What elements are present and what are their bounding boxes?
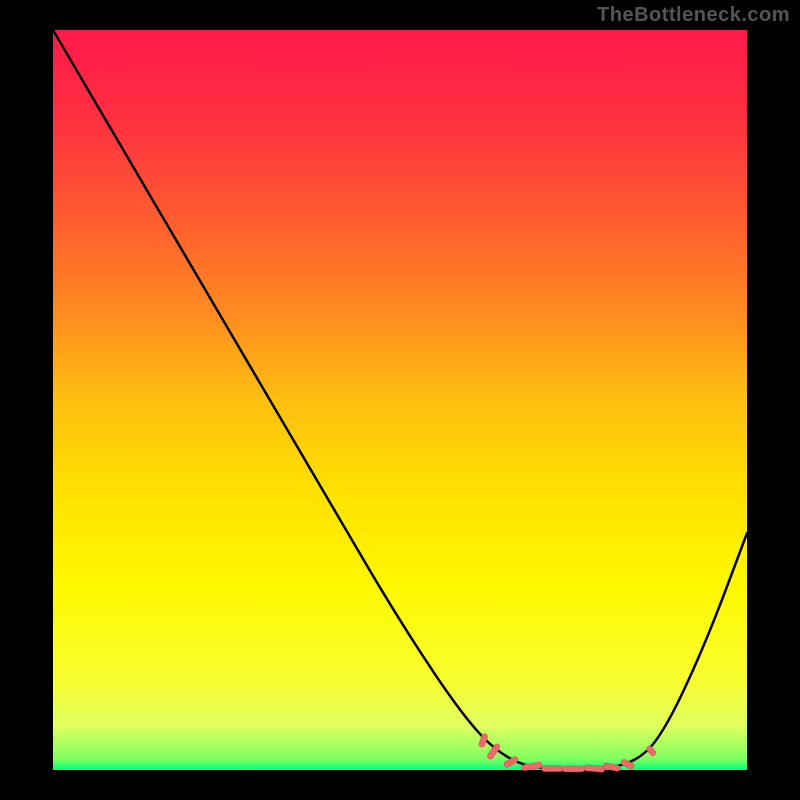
curve-marker bbox=[542, 766, 564, 772]
watermark-text: TheBottleneck.com bbox=[597, 4, 790, 27]
chart-container: { "watermark": { "text": "TheBottleneck.… bbox=[0, 0, 800, 800]
plot-background bbox=[53, 30, 747, 770]
chart-svg bbox=[0, 0, 800, 800]
curve-marker bbox=[562, 766, 584, 772]
